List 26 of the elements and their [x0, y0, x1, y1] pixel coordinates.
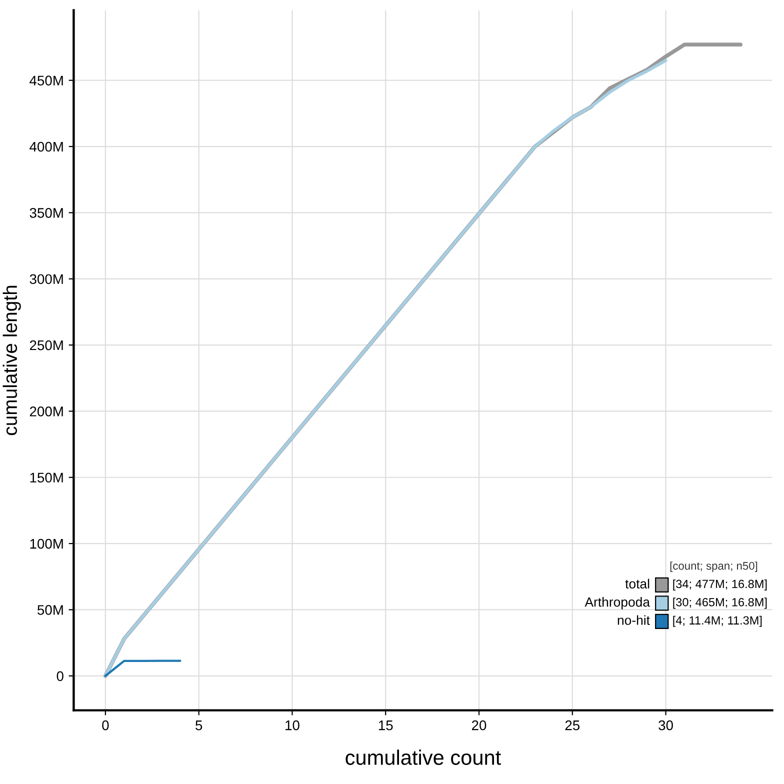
x-tick-label: 15 — [378, 720, 393, 730]
x-tick-label: 0 — [102, 720, 109, 730]
y-tick-label: 200M — [30, 406, 63, 416]
y-tick-label: 0 — [56, 671, 64, 682]
x-tick-label: 20 — [472, 720, 486, 730]
legend-label: Arthropoda — [584, 597, 650, 610]
x-tick-label: 30 — [658, 720, 673, 730]
y-tick-label: 450M — [30, 76, 63, 86]
annotation: [30; 465M; 16.8M] — [673, 598, 767, 609]
y-tick-label: 350M — [30, 208, 63, 218]
x-axis-title: cumulative count — [346, 750, 501, 765]
y-tick-label: 400M — [30, 142, 63, 152]
y-axis-title: cumulative length — [2, 286, 21, 436]
y-tick-label: 50M — [38, 605, 63, 615]
legend-title: [count; span; n50] — [670, 562, 758, 572]
y-tick-label: 300M — [30, 274, 63, 284]
y-tick-label: 250M — [30, 340, 63, 350]
y-tick-label: 150M — [30, 472, 63, 483]
legend-label: no-hit — [618, 615, 650, 625]
legend-label: total — [625, 578, 650, 589]
annotation: [34; 477M; 16.8M] — [673, 579, 767, 590]
x-tick-label: 5 — [196, 720, 202, 730]
y-tick-label: 100M — [30, 538, 63, 549]
x-tick-label: 25 — [565, 720, 580, 730]
x-tick-label: 10 — [286, 720, 300, 730]
annotation: [4; 11.4M; 11.3M] — [673, 616, 762, 627]
